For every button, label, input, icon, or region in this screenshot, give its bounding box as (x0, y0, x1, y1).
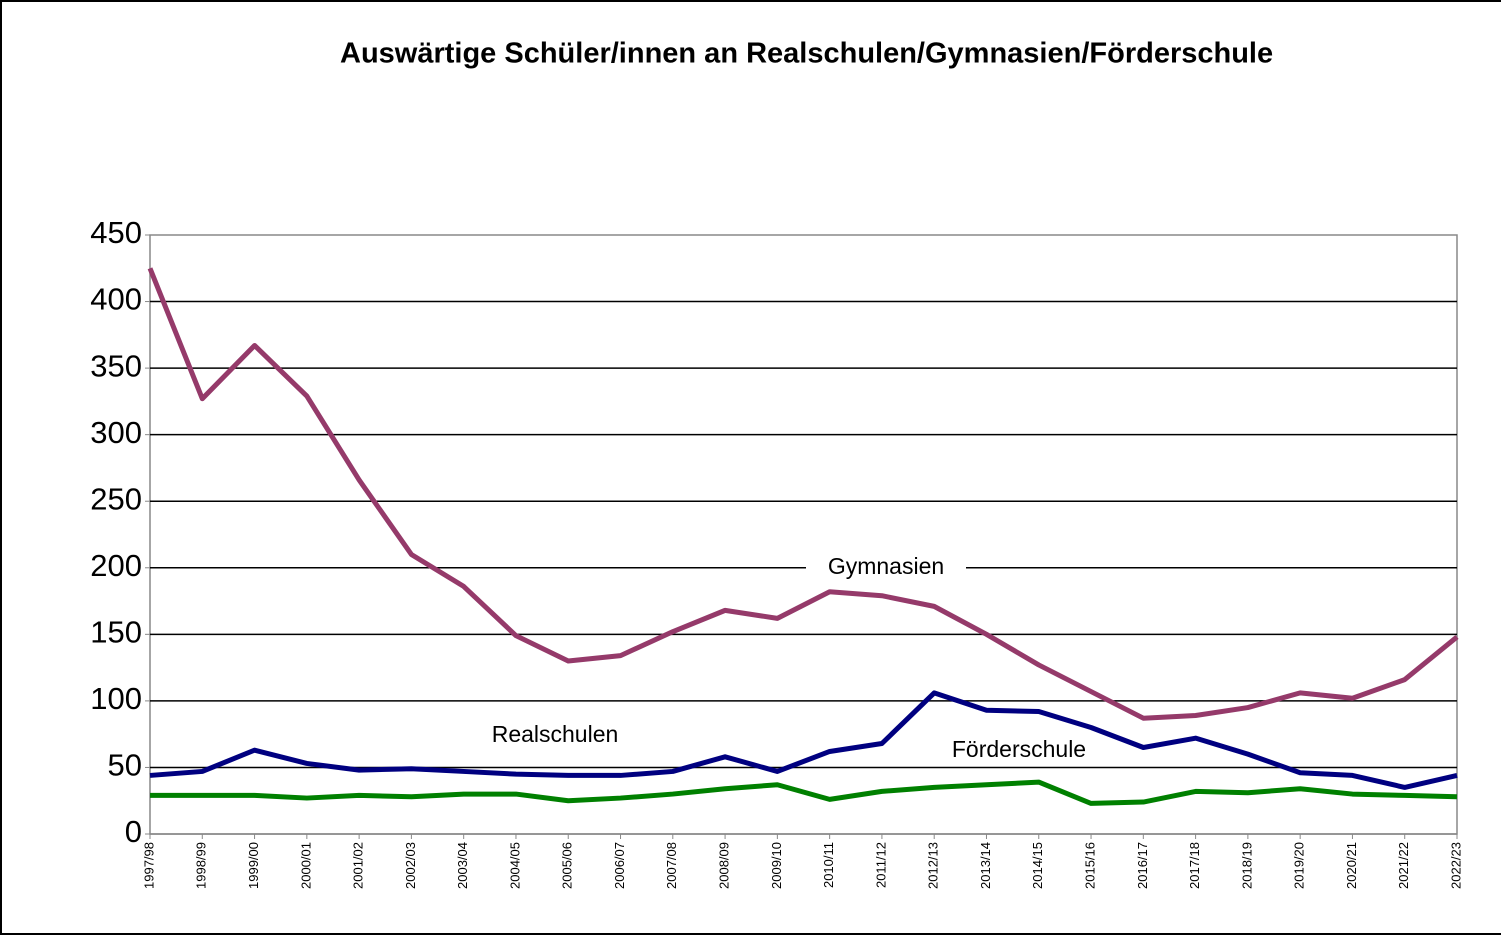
x-tick-label: 1998/99 (194, 842, 209, 889)
y-tick-label: 400 (90, 282, 142, 317)
line-series (147, 267, 1459, 721)
x-tick-label: 2021/22 (1396, 842, 1411, 889)
x-tick-label: 2001/02 (351, 842, 366, 889)
x-tick-label: 2004/05 (507, 842, 522, 889)
y-tick-label: 250 (90, 481, 142, 516)
x-tick-label: 2012/13 (926, 842, 941, 889)
x-tick-label: 2011/12 (873, 842, 888, 888)
line-series (150, 779, 1458, 806)
x-tick-label: 2010/11 (821, 842, 836, 888)
x-tick-label: 2016/17 (1135, 842, 1150, 889)
x-tick-label: 2003/04 (455, 842, 470, 889)
x-tick-label: 2018/19 (1239, 842, 1254, 889)
y-tick-label: 150 (90, 615, 142, 650)
x-tick-label: 2020/21 (1344, 842, 1359, 889)
chart-title: Auswärtige Schüler/innen an Realschulen/… (340, 38, 1273, 70)
y-tick-label: 100 (90, 681, 142, 716)
x-tick-label: 2002/03 (403, 842, 418, 889)
series-label: Gymnasien (828, 553, 944, 579)
label-background (806, 553, 966, 583)
series-label: Realschulen (492, 721, 619, 747)
x-tick-label: 2005/06 (560, 842, 575, 889)
y-tick-label: 200 (90, 548, 142, 583)
series-label: Förderschule (952, 736, 1086, 762)
x-tick-label: 2022/23 (1448, 842, 1463, 889)
x-tick-label: 2017/18 (1187, 842, 1202, 889)
y-tick-label: 350 (90, 348, 142, 383)
x-tick-label: 1997/98 (141, 842, 156, 889)
x-tick-label: 2015/16 (1082, 842, 1097, 889)
x-tick-label: 2008/09 (717, 842, 732, 889)
x-tick-label: 2014/15 (1030, 842, 1045, 889)
x-tick-label: 2019/20 (1292, 842, 1307, 889)
x-tick-label: 2000/01 (298, 842, 313, 889)
x-tick-label: 2007/08 (664, 842, 679, 889)
y-tick-label: 450 (90, 215, 142, 250)
x-tick-label: 1999/00 (246, 842, 261, 889)
x-tick-label: 2013/14 (978, 842, 993, 889)
x-tick-label: 2006/07 (612, 842, 627, 889)
y-tick-label: 300 (90, 415, 142, 450)
x-tick-label: 2009/10 (769, 842, 784, 889)
label-background (939, 736, 1099, 766)
y-tick-label: 0 (125, 814, 142, 849)
line-series (149, 690, 1458, 790)
plot-area (149, 234, 1458, 835)
y-tick-label: 50 (108, 748, 142, 783)
